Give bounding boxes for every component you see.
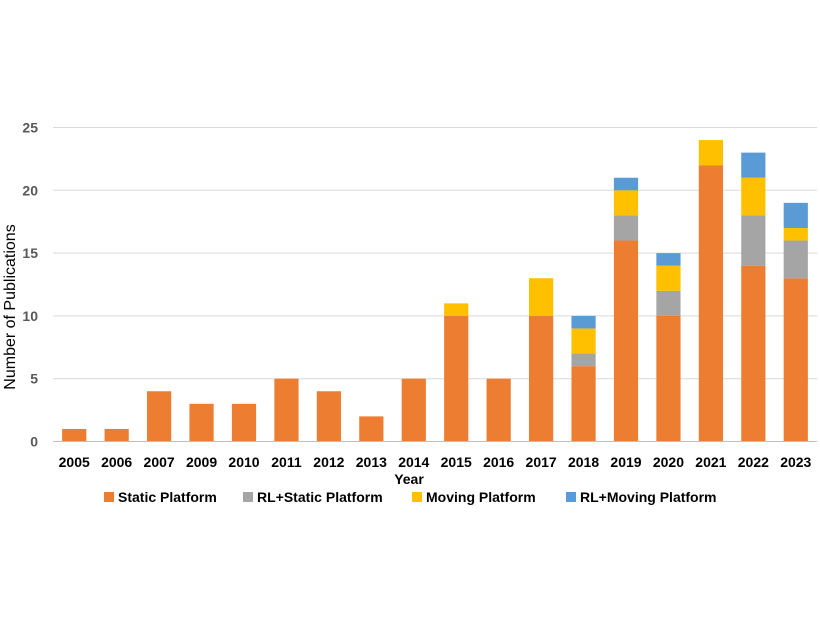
x-tick-label: 2007 [144, 454, 175, 470]
x-tick-label: 2013 [356, 454, 387, 470]
bar-segment [741, 265, 766, 442]
legend-swatch [104, 492, 114, 502]
bar-segment [189, 403, 214, 442]
x-tick-label: 2023 [780, 454, 811, 470]
x-tick-label: 2011 [271, 454, 302, 470]
bar-segment [783, 278, 808, 442]
bar-segment [316, 391, 341, 442]
y-tick-label: 15 [22, 245, 38, 261]
bar-segment [741, 215, 766, 266]
bar-segment [783, 240, 808, 279]
bar-segment [231, 403, 257, 442]
bar-segment [783, 202, 808, 228]
x-tick-label: 2021 [695, 454, 726, 470]
bar-segment [359, 416, 384, 442]
legend-label: Moving Platform [426, 489, 536, 505]
y-tick-label: 20 [22, 182, 38, 198]
bar-segment [571, 353, 596, 367]
bar-segment [656, 315, 681, 442]
x-axis-ticks: 2005 2006 2007 2009 2010 2011 2012 2013 2014 2015… [59, 454, 812, 470]
x-tick-label: 2015 [441, 454, 472, 470]
x-tick-label: 2012 [313, 454, 344, 470]
bar-segment [698, 140, 723, 166]
y-axis-label: Number of Publications [2, 224, 19, 389]
x-tick-label: 2022 [738, 454, 769, 470]
x-tick-label: 2019 [610, 454, 641, 470]
y-tick-label: 10 [22, 308, 38, 324]
legend-swatch [412, 492, 422, 502]
legend-label: Static Platform [118, 489, 217, 505]
x-tick-label: 2017 [526, 454, 557, 470]
x-tick-label: 2014 [398, 454, 429, 470]
bar-segment [613, 240, 639, 442]
x-tick-label: 2005 [59, 454, 90, 470]
y-tick-label: 5 [30, 371, 38, 387]
x-tick-label: 2020 [653, 454, 684, 470]
y-tick-label: 0 [30, 434, 38, 450]
bar-segment [698, 165, 723, 442]
bar-segment [571, 328, 596, 354]
bar-segment [274, 378, 299, 442]
bar-segment [147, 391, 172, 442]
legend: Static Platform RL+Static Platform Moving … [104, 489, 717, 505]
bar-segment [444, 303, 469, 316]
bar-segment [104, 428, 129, 442]
x-tick-label: 2009 [186, 454, 217, 470]
legend-swatch [243, 492, 253, 502]
legend-swatch [566, 492, 576, 502]
bar-segment [529, 278, 554, 316]
bar-segment [401, 378, 426, 442]
bar-segment [613, 177, 639, 191]
x-tick-label: 2018 [568, 454, 599, 470]
bar-segment [571, 315, 596, 329]
bar-segment [571, 366, 596, 442]
gridlines [53, 127, 817, 380]
bar-segment [613, 215, 639, 241]
x-axis-label: Year [394, 471, 424, 487]
bar-segment [656, 265, 681, 291]
legend-label: RL+Static Platform [257, 489, 383, 505]
bars [62, 140, 808, 442]
bar-segment [62, 428, 87, 442]
bar-segment [656, 253, 681, 266]
legend-label: RL+Moving Platform [580, 489, 717, 505]
bar-segment [741, 177, 766, 216]
y-tick-label: 25 [22, 120, 38, 136]
bar-segment [529, 315, 554, 442]
bar-segment [444, 315, 469, 442]
bar-segment [613, 190, 639, 216]
bar-segment [741, 152, 766, 178]
bar-segment [656, 290, 681, 316]
x-tick-label: 2010 [228, 454, 259, 470]
y-axis-ticks: 0 5 10 15 20 25 [22, 120, 38, 450]
bar-segment [486, 378, 511, 442]
bar-segment [783, 227, 808, 241]
x-tick-label: 2006 [101, 454, 132, 470]
x-tick-label: 2016 [483, 454, 514, 470]
